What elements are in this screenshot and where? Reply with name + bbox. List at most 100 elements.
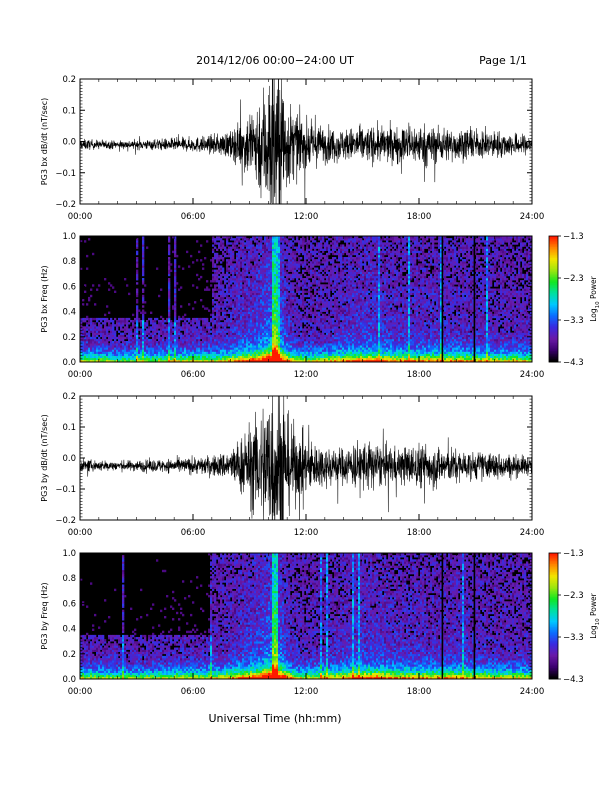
colorbar-segment	[549, 280, 558, 283]
y-axis-title: PG3 bx Freq (Hz)	[40, 265, 49, 332]
y-tick-label: 0.0	[62, 138, 76, 148]
colorbar-segment	[549, 291, 558, 294]
colorbar-segment	[549, 316, 558, 319]
data-gap-line	[441, 553, 444, 679]
y-tick-label: −0.1	[55, 485, 76, 495]
colorbar-segment	[549, 352, 558, 355]
colorbar-segment	[549, 597, 558, 600]
colorbar-segment	[549, 582, 558, 585]
x-tick-label: 24:00	[520, 370, 545, 380]
colorbar-segment	[549, 614, 558, 617]
colorbar-segment	[549, 338, 558, 341]
colorbar-segment	[549, 611, 558, 614]
colorbar-segment	[549, 554, 558, 557]
colorbar-tick-label: −3.3	[563, 316, 584, 326]
colorbar-segment	[549, 254, 558, 257]
x-tick-label: 00:00	[68, 370, 93, 380]
colorbar-segment	[549, 565, 558, 568]
colorbar-segment	[549, 647, 558, 650]
colorbar-segment	[549, 357, 558, 360]
x-tick-label: 18:00	[407, 528, 432, 538]
x-tick-label: 24:00	[520, 212, 545, 222]
colorbar-segment	[549, 578, 558, 581]
colorbar-segment	[549, 321, 558, 324]
colorbar-segment	[549, 332, 558, 335]
colorbar-segment	[549, 645, 558, 648]
colorbar-segment	[549, 672, 558, 675]
colorbar-segment	[549, 589, 558, 592]
colorbar-segment	[549, 256, 558, 259]
y-tick-label: 0.2	[62, 650, 76, 660]
bx-power-colorbar: −1.3 −2.3 −3.3 −4.3 Log10 Power	[548, 232, 601, 368]
colorbar-segment	[549, 242, 558, 245]
colorbar-segment	[549, 319, 558, 322]
colorbar-segment	[549, 327, 558, 330]
colorbar-segment	[549, 253, 558, 256]
colorbar-segment	[549, 346, 558, 349]
colorbar-segment	[549, 272, 558, 275]
colorbar-segment	[549, 604, 558, 607]
colorbar-segment	[549, 568, 558, 571]
y-tick-label: 1.0	[62, 549, 76, 559]
colorbar-segment	[549, 341, 558, 344]
colorbar-segment	[549, 259, 558, 262]
y-tick-label: 0.8	[62, 257, 76, 267]
colorbar-segment	[549, 600, 558, 603]
colorbar-segment	[549, 649, 558, 652]
colorbar-segment	[549, 350, 558, 353]
y-tick-label: 0.1	[62, 106, 76, 116]
x-tick-label: 18:00	[407, 212, 432, 222]
colorbar-segment	[549, 325, 558, 328]
colorbar-segment	[549, 297, 558, 300]
colorbar-segment	[549, 627, 558, 629]
colorbar-segment	[549, 292, 558, 295]
colorbar-segment	[549, 553, 558, 555]
plot-frame	[79, 235, 533, 363]
colorbar-segment	[549, 284, 558, 287]
colorbar-segment	[549, 295, 558, 298]
colorbar-segment	[549, 269, 558, 272]
colorbar-segment	[549, 661, 558, 664]
colorbar-segment	[549, 586, 558, 589]
y-tick-label: 0.6	[62, 282, 76, 292]
colorbar-segment	[549, 663, 558, 666]
colorbar-segment	[549, 652, 558, 655]
colorbar-segment	[549, 622, 558, 625]
y-tick-label: 0.0	[62, 358, 76, 368]
colorbar-segment	[549, 560, 558, 563]
colorbar-segment	[549, 603, 558, 606]
colorbar-segment	[549, 283, 558, 286]
y-tick-label: 0.8	[62, 574, 76, 584]
dbdt-trace	[80, 79, 532, 204]
colorbar-segment	[549, 573, 558, 576]
y-tick-label: −0.1	[55, 169, 76, 179]
colorbar-tick-label: −2.3	[563, 274, 584, 284]
y-tick-label: 0.2	[62, 75, 76, 85]
colorbar-segment	[549, 653, 558, 656]
y-tick-label: 0.0	[62, 675, 76, 685]
colorbar-segment	[549, 289, 558, 292]
colorbar-segment	[549, 562, 558, 565]
colorbar-segment	[549, 294, 558, 297]
colorbar-segment	[549, 358, 558, 361]
colorbar-segment	[549, 612, 558, 615]
colorbar-tick-label: −1.3	[563, 549, 584, 559]
colorbar-tick-label: −2.3	[563, 591, 584, 601]
colorbar-segment	[549, 598, 558, 601]
colorbar-segment	[549, 579, 558, 582]
colorbar-segment	[549, 587, 558, 590]
colorbar-segment	[549, 636, 558, 639]
colorbar-segment	[549, 664, 558, 667]
colorbar-segment	[549, 261, 558, 264]
colorbar-segment	[549, 639, 558, 642]
colorbar-segment	[549, 671, 558, 674]
colorbar-segment	[549, 258, 558, 261]
y-tick-label: 0.0	[62, 454, 76, 464]
x-tick-label: 12:00	[294, 528, 319, 538]
colorbar-segment	[549, 265, 558, 268]
colorbar-segment	[549, 656, 558, 659]
x-axis-title: Universal Time (hh:mm)	[209, 712, 342, 725]
x-tick-label: 00:00	[68, 687, 93, 697]
colorbar-segment	[549, 617, 558, 620]
colorbar-segment	[549, 322, 558, 325]
